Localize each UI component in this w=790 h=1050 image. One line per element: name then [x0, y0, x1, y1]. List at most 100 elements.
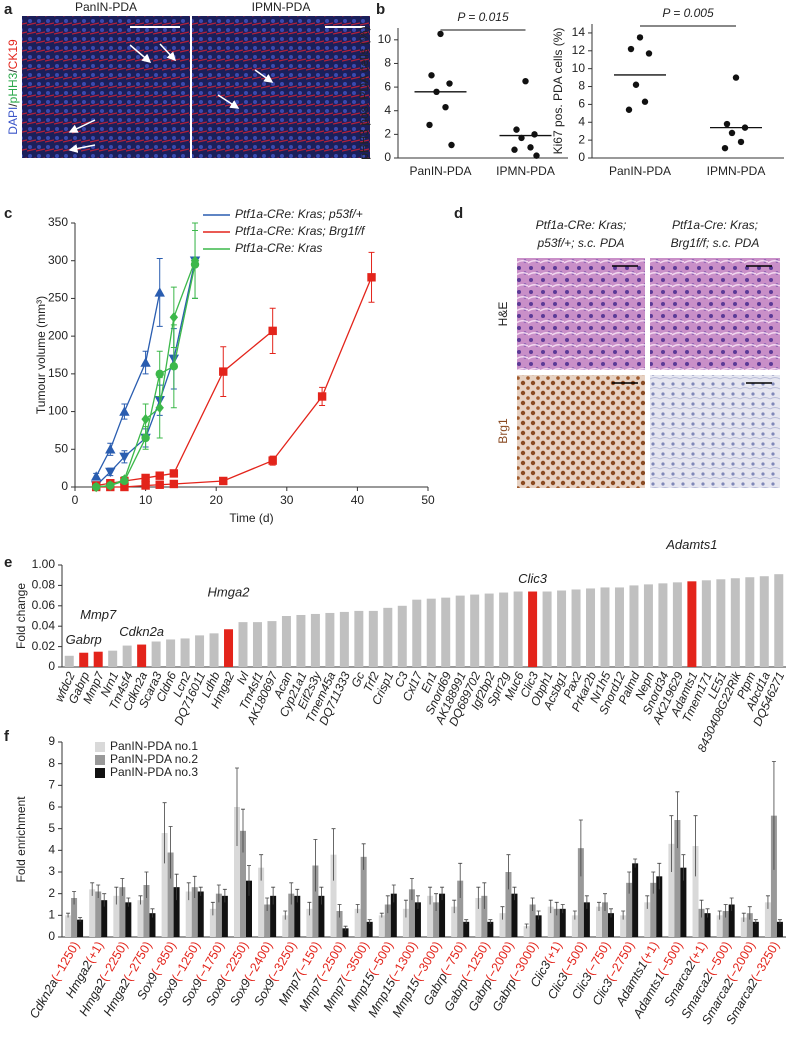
error-bar	[216, 884, 221, 903]
marker	[268, 456, 277, 465]
bar	[79, 652, 89, 667]
error-bar	[627, 871, 632, 894]
bar	[113, 895, 120, 937]
bar	[728, 904, 735, 937]
dot	[721, 144, 729, 152]
annotation: Adamts1	[665, 537, 717, 552]
y-tick-label: 5	[48, 821, 55, 835]
bar	[470, 594, 480, 667]
marker	[268, 326, 277, 336]
bar	[427, 895, 434, 937]
image-title: PanIN-PDA	[75, 0, 137, 14]
bar	[687, 581, 697, 667]
dot	[625, 106, 633, 113]
micrograph	[650, 375, 780, 488]
bar	[620, 915, 627, 937]
bar	[722, 911, 729, 937]
y-tick-label: 10	[378, 32, 392, 46]
error-bar	[313, 839, 318, 892]
bar	[740, 917, 747, 937]
y-axis-label: pHH3 pos. PDA cells (%)	[357, 26, 371, 159]
dot	[527, 144, 534, 151]
bar	[650, 882, 657, 937]
error-bar	[235, 767, 239, 846]
micrograph	[650, 258, 780, 370]
bar	[267, 621, 277, 667]
error-bar	[669, 815, 674, 872]
bar	[161, 833, 168, 937]
bar	[529, 904, 536, 937]
dot	[723, 120, 731, 128]
bar	[457, 880, 464, 937]
error-bar	[476, 886, 481, 909]
bar	[151, 641, 161, 667]
error-bar	[379, 912, 384, 918]
x-tick-label: 20	[210, 493, 224, 507]
marker	[141, 481, 150, 490]
error-bar	[78, 917, 83, 922]
image-title: Ptf1a-CRe: Kras;	[536, 218, 627, 232]
bar	[674, 820, 681, 937]
error-bar	[247, 865, 251, 896]
dot	[732, 74, 740, 81]
bar	[439, 893, 446, 937]
image-title: Ptf1a-Cre: Kras;	[672, 218, 758, 232]
bar	[354, 610, 364, 667]
bar	[312, 865, 319, 937]
x-tick-label: C3	[392, 669, 411, 689]
error-bar	[403, 899, 408, 918]
error-bar	[289, 882, 294, 905]
bar	[583, 902, 590, 937]
dot	[426, 121, 433, 129]
bar	[499, 913, 506, 937]
micrograph	[192, 16, 370, 158]
dot	[511, 146, 518, 153]
bar	[414, 902, 421, 937]
error-bar	[506, 854, 511, 890]
bar	[65, 915, 72, 937]
y-tick-label: 350	[48, 215, 68, 229]
error-bar	[609, 908, 613, 918]
error-bar	[548, 899, 553, 914]
annotation: P = 0.015	[457, 10, 509, 24]
error-bar	[560, 904, 565, 914]
bar	[234, 807, 240, 937]
y-tick-label: 12	[572, 43, 586, 57]
bar	[475, 898, 482, 937]
bar	[180, 638, 190, 667]
y-tick-label: 8	[578, 79, 585, 93]
bar	[586, 588, 596, 667]
error-bar	[584, 895, 589, 909]
legend-label: PanIN-PDA no.1	[110, 739, 198, 753]
y-tick-label: 14	[572, 25, 586, 39]
y-tick-label: 0.02	[32, 639, 56, 653]
bar	[240, 830, 246, 937]
y-axis-label: Tumour volume (mm³)	[34, 296, 48, 414]
bar	[197, 891, 204, 937]
panel-label: a	[4, 1, 13, 18]
marker	[91, 482, 101, 492]
error-bar	[162, 802, 167, 864]
bar	[745, 577, 755, 667]
error-bar	[657, 862, 662, 890]
bar	[632, 863, 639, 937]
error-bar	[651, 871, 656, 894]
bar	[149, 913, 156, 937]
error-bar	[259, 854, 264, 881]
error-bar	[747, 906, 752, 920]
panel-label: b	[376, 1, 385, 18]
bar	[643, 584, 653, 667]
bar	[390, 893, 397, 937]
error-bar	[771, 761, 776, 870]
bar	[402, 908, 409, 937]
y-tick-label: 0.08	[32, 578, 56, 592]
line	[96, 330, 274, 487]
image-title: IPMN-PDA	[252, 0, 311, 14]
bar	[451, 906, 458, 937]
panel-label: e	[4, 554, 12, 571]
legend-swatch	[95, 742, 105, 752]
dot	[636, 34, 644, 41]
bar	[252, 622, 262, 667]
bar	[746, 913, 753, 937]
x-tick-label: IPMN-PDA	[496, 164, 555, 178]
